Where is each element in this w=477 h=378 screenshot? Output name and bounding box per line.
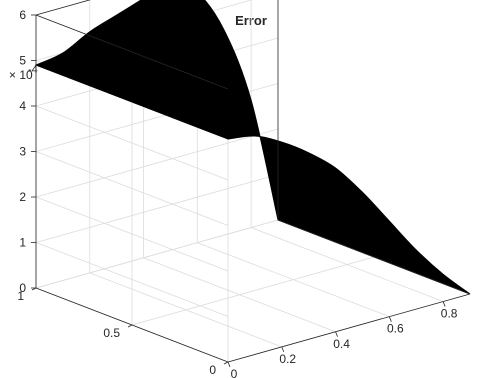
error-surface [34, 0, 471, 295]
box-edge [35, 0, 91, 16]
x-tick-mark [388, 316, 392, 322]
box-edge [35, 14, 229, 90]
x-tick-label: 0.6 [387, 322, 404, 336]
z-tick-label: 0 [19, 281, 26, 295]
grid-line [35, 174, 279, 243]
x-tick-mark [335, 331, 338, 337]
z-tick-label: 5 [19, 54, 26, 68]
z-exponent-power: -4 [28, 64, 38, 76]
z-tick-label: 1 [19, 236, 26, 250]
x-tick-label: 0.2 [279, 352, 296, 366]
surface-patch [34, 0, 471, 295]
z-tick-label: 2 [19, 190, 26, 204]
z-tick-label: 3 [19, 145, 26, 159]
y-tick-label: 1 [17, 289, 24, 303]
z-exponent-label: × 10 -4 [9, 64, 38, 82]
z-tick-label: 4 [19, 99, 26, 113]
y-tick-label: 0 [209, 363, 216, 377]
x-tick-label: 0.8 [441, 307, 458, 321]
x-tick-mark [227, 361, 231, 368]
y-tick-label: 0.5 [103, 326, 120, 340]
z-tick-label: 6 [19, 8, 26, 22]
x-tick-label: 0.4 [333, 337, 350, 351]
x-axis: 0 0.2 0.4 0.6 0.8 [227, 301, 458, 378]
y-tick-mark [223, 361, 229, 365]
grid-line [35, 128, 279, 198]
box-edge [277, 219, 471, 295]
x-tick-mark [442, 301, 446, 307]
z-axis: 0 1 2 3 4 5 6 [19, 8, 36, 295]
box-edge [227, 293, 471, 363]
y-axis: 00.51 [17, 287, 229, 377]
z-exponent-base: × 10 [9, 68, 33, 82]
x-tick-mark [281, 346, 285, 353]
grid-line [35, 219, 279, 289]
x-tick-label: 0 [231, 367, 238, 378]
y-tick-mark [127, 324, 133, 328]
grid-line [131, 256, 375, 326]
